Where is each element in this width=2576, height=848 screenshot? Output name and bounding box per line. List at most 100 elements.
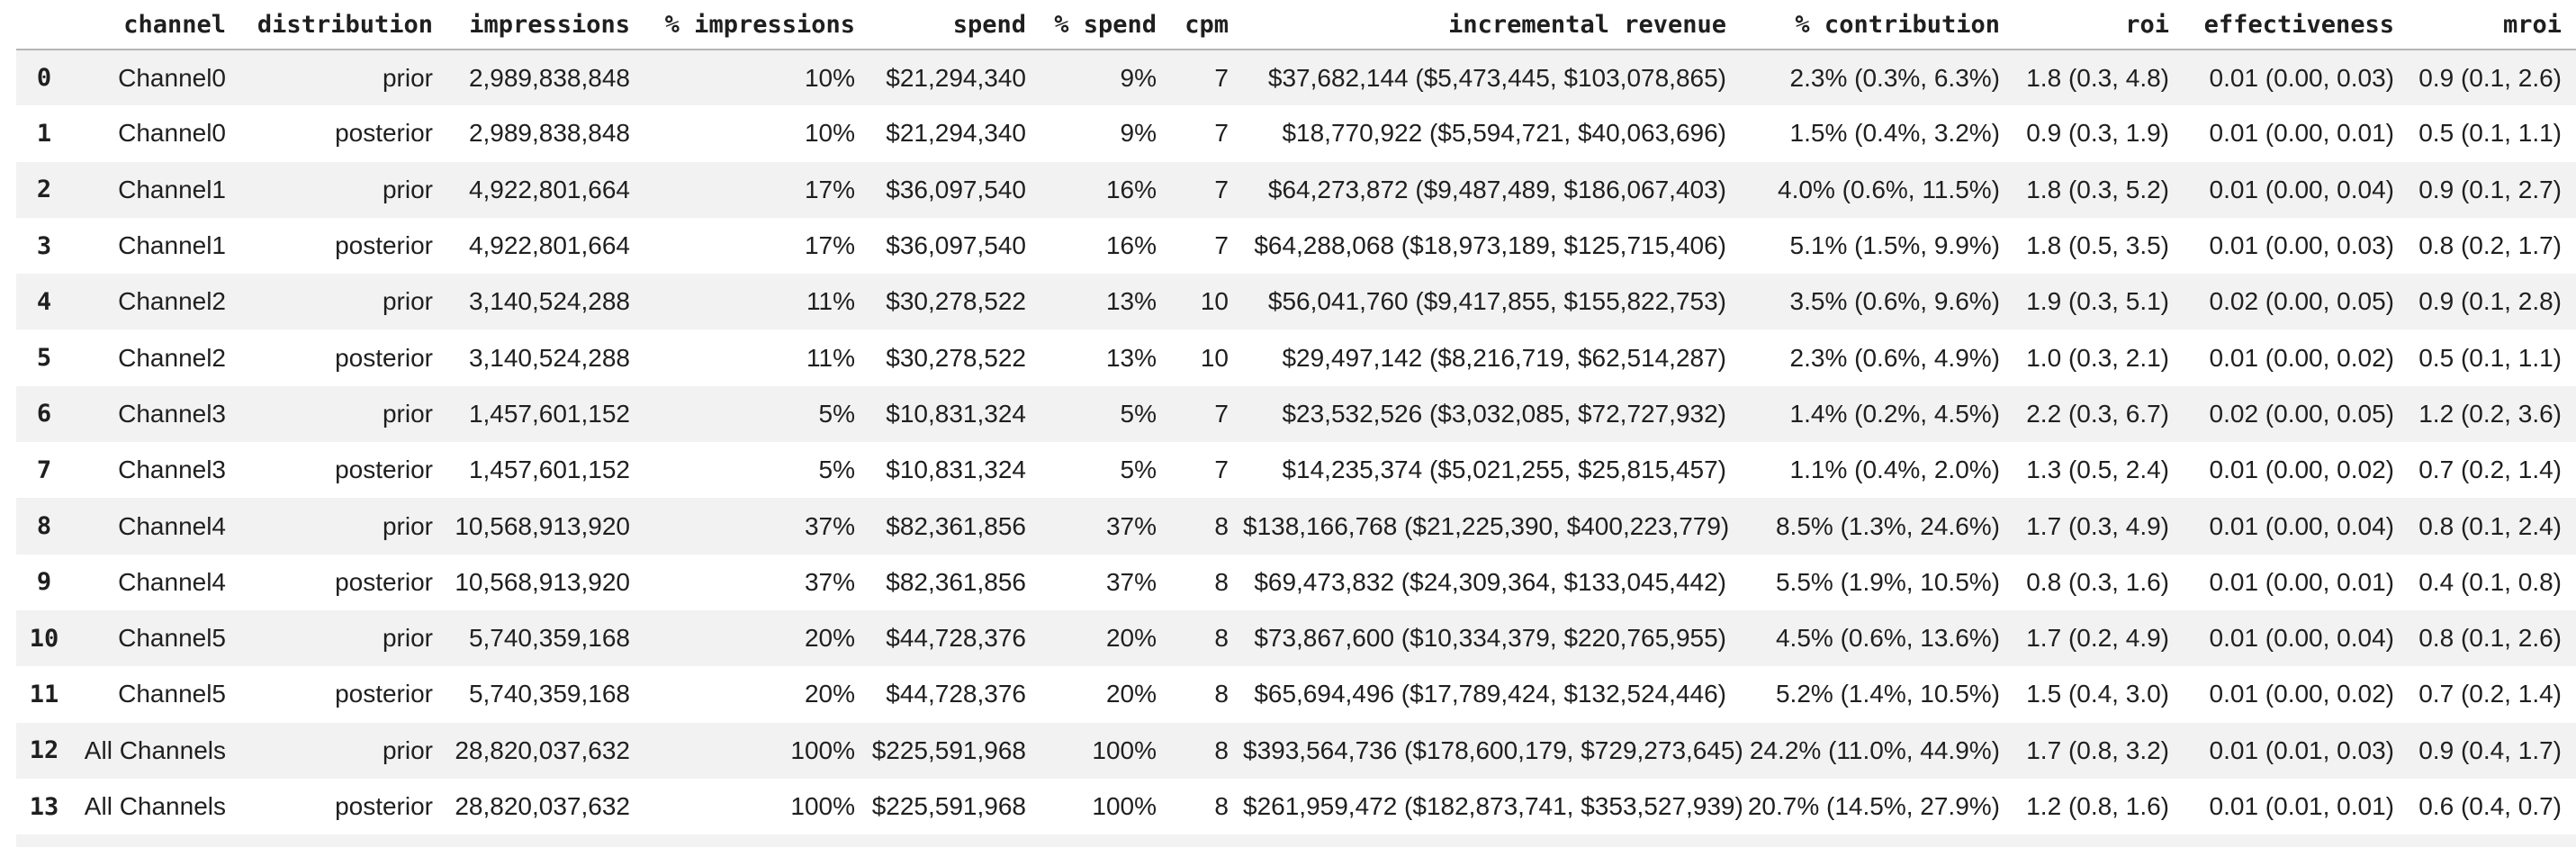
cell-pct-impressions: 20% bbox=[804, 680, 855, 708]
cell-impressions: 1,457,601,152 bbox=[468, 399, 630, 428]
cell-channel: Channel3 bbox=[118, 399, 226, 428]
corner-header bbox=[16, 0, 72, 50]
cell-roi: 1.7 (0.3, 4.9) bbox=[2026, 511, 2169, 540]
row-index: 6 bbox=[36, 400, 52, 429]
cell-effectiveness: 0.01 (0.00, 0.01) bbox=[2209, 119, 2394, 148]
cell-pct-spend: 37% bbox=[1105, 567, 1157, 596]
table-row: 7 Channel3 posterior 1,457,601,152 5% $10,831… bbox=[16, 442, 2576, 498]
cell-pct-spend: 13% bbox=[1105, 287, 1157, 316]
cell-pct-spend: 5% bbox=[1120, 456, 1157, 484]
cell-effectiveness: 0.01 (0.01, 0.01) bbox=[2209, 792, 2394, 820]
cell-cpm: 10 bbox=[1200, 287, 1229, 316]
cell-pct-contribution: 5.1% (1.5%, 9.9%) bbox=[1789, 231, 2000, 260]
row-index: 13 bbox=[29, 792, 59, 821]
cell-mroi: 0.9 (0.1, 2.8) bbox=[2418, 287, 2562, 316]
table-row: 4 Channel2 prior 3,140,524,288 11% $30,278,52… bbox=[16, 274, 2576, 330]
cell-cpm: 7 bbox=[1214, 399, 1229, 428]
cell-effectiveness: 0.01 (0.00, 0.03) bbox=[2209, 63, 2394, 92]
cell-distribution: posterior bbox=[335, 343, 433, 372]
cell-distribution: prior bbox=[382, 63, 433, 92]
cell-roi: 0.9 (0.3, 1.9) bbox=[2026, 119, 2169, 148]
cell-effectiveness: 0.02 (0.00, 0.05) bbox=[2209, 399, 2394, 428]
cell-cpm: 8 bbox=[1214, 624, 1229, 653]
cell-pct-contribution: 2.3% (0.6%, 4.9%) bbox=[1789, 343, 2000, 372]
table-body: 0 Channel0 prior 2,989,838,848 10% $21,294,34… bbox=[16, 50, 2576, 834]
cell-incremental-revenue: $73,867,600 ($10,334,379, $220,765,955) bbox=[1254, 624, 1726, 653]
cell-mroi: 0.9 (0.1, 2.6) bbox=[2418, 63, 2562, 92]
cell-incremental-revenue: $69,473,832 ($24,309,364, $133,045,442) bbox=[1254, 567, 1726, 596]
cell-mroi: 0.7 (0.2, 1.4) bbox=[2418, 456, 2562, 484]
cell-distribution: posterior bbox=[335, 792, 433, 820]
table-row: 10 Channel5 prior 5,740,359,168 20% $44,728,3… bbox=[16, 609, 2576, 667]
column-header-pct-contribution: % contribution bbox=[1741, 0, 2014, 50]
cell-pct-contribution: 1.5% (0.4%, 3.2%) bbox=[1789, 119, 2000, 148]
cell-pct-impressions: 100% bbox=[790, 735, 855, 764]
cell-pct-impressions: 5% bbox=[818, 399, 855, 428]
table-row: 1 Channel0 posterior 2,989,838,848 10% $21,29… bbox=[16, 105, 2576, 161]
cell-incremental-revenue: $64,273,872 ($9,487,489, $186,067,403) bbox=[1267, 175, 1726, 203]
cell-pct-spend: 5% bbox=[1120, 399, 1157, 428]
cell-spend: $36,097,540 bbox=[886, 175, 1026, 203]
cell-roi: 1.8 (0.3, 4.8) bbox=[2026, 63, 2169, 92]
table-row: 0 Channel0 prior 2,989,838,848 10% $21,294,34… bbox=[16, 50, 2576, 106]
table-row: 13 All Channels posterior 28,820,037,632 100… bbox=[16, 779, 2576, 834]
row-index: 1 bbox=[36, 119, 52, 148]
cell-distribution: prior bbox=[382, 735, 433, 764]
column-header-spend: spend bbox=[869, 0, 1040, 50]
cell-effectiveness: 0.01 (0.00, 0.03) bbox=[2209, 231, 2394, 260]
cell-channel: All Channels bbox=[84, 792, 226, 820]
cell-effectiveness: 0.01 (0.00, 0.04) bbox=[2209, 175, 2394, 203]
cell-pct-contribution: 20.7% (14.5%, 27.9%) bbox=[1747, 792, 2000, 820]
row-index: 12 bbox=[29, 736, 59, 765]
cell-pct-spend: 13% bbox=[1105, 343, 1157, 372]
cell-cpm: 7 bbox=[1214, 456, 1229, 484]
cell-pct-impressions: 37% bbox=[804, 511, 855, 540]
cell-pct-spend: 9% bbox=[1120, 63, 1157, 92]
cell-cpm: 7 bbox=[1214, 119, 1229, 148]
cell-mroi: 0.5 (0.1, 1.1) bbox=[2418, 119, 2562, 148]
table-row: 5 Channel2 posterior 3,140,524,288 11% $30,27… bbox=[16, 329, 2576, 385]
cell-roi: 1.2 (0.8, 1.6) bbox=[2026, 792, 2169, 820]
cell-roi: 1.0 (0.3, 2.1) bbox=[2026, 343, 2169, 372]
cell-spend: $225,591,968 bbox=[871, 792, 1026, 820]
cell-impressions: 28,820,037,632 bbox=[455, 792, 630, 820]
cell-pct-impressions: 11% bbox=[806, 287, 855, 316]
cell-incremental-revenue: $14,235,374 ($5,021,255, $25,815,457) bbox=[1282, 456, 1726, 484]
column-header-channel: channel bbox=[72, 0, 240, 50]
cell-pct-contribution: 5.2% (1.4%, 10.5%) bbox=[1775, 680, 2000, 708]
cell-mroi: 0.9 (0.4, 1.7) bbox=[2418, 735, 2562, 764]
cell-roi: 1.5 (0.4, 3.0) bbox=[2026, 680, 2169, 708]
cell-pct-impressions: 17% bbox=[804, 231, 855, 260]
cell-incremental-revenue: $138,166,768 ($21,225,390, $400,223,779) bbox=[1243, 511, 1730, 540]
cell-channel: Channel5 bbox=[118, 680, 226, 708]
cell-incremental-revenue: $65,694,496 ($17,789,424, $132,524,446) bbox=[1254, 680, 1726, 708]
cell-pct-impressions: 10% bbox=[804, 119, 855, 148]
cell-roi: 1.3 (0.5, 2.4) bbox=[2026, 456, 2169, 484]
cell-channel: Channel3 bbox=[118, 456, 226, 484]
cell-distribution: prior bbox=[382, 287, 433, 316]
cell-channel: Channel0 bbox=[118, 63, 226, 92]
cell-channel: Channel1 bbox=[118, 231, 226, 260]
row-index: 5 bbox=[36, 344, 52, 373]
cell-roi: 0.8 (0.3, 1.6) bbox=[2026, 567, 2169, 596]
cell-cpm: 8 bbox=[1214, 567, 1229, 596]
cell-effectiveness: 0.01 (0.00, 0.02) bbox=[2209, 343, 2394, 372]
cell-mroi: 0.4 (0.1, 0.8) bbox=[2418, 567, 2562, 596]
next-row-stripe-partial bbox=[16, 834, 2576, 848]
cell-mroi: 0.6 (0.4, 0.7) bbox=[2418, 792, 2562, 820]
cell-impressions: 10,568,913,920 bbox=[455, 511, 630, 540]
cell-spend: $82,361,856 bbox=[886, 567, 1026, 596]
cell-pct-impressions: 17% bbox=[804, 175, 855, 203]
table-row: 12 All Channels prior 28,820,037,632 100% $22… bbox=[16, 722, 2576, 779]
cell-spend: $44,728,376 bbox=[886, 680, 1026, 708]
cell-mroi: 0.7 (0.2, 1.4) bbox=[2418, 680, 2562, 708]
cell-pct-spend: 20% bbox=[1105, 680, 1157, 708]
cell-spend: $30,278,522 bbox=[886, 287, 1026, 316]
cell-mroi: 0.8 (0.1, 2.6) bbox=[2418, 624, 2562, 653]
column-header-incremental-revenue: incremental revenue bbox=[1243, 0, 1741, 50]
cell-spend: $225,591,968 bbox=[871, 735, 1026, 764]
row-index: 8 bbox=[36, 512, 52, 541]
cell-mroi: 0.8 (0.2, 1.7) bbox=[2418, 231, 2562, 260]
cell-incremental-revenue: $393,564,736 ($178,600,179, $729,273,645… bbox=[1243, 735, 1743, 764]
cell-incremental-revenue: $29,497,142 ($8,216,719, $62,514,287) bbox=[1282, 343, 1726, 372]
